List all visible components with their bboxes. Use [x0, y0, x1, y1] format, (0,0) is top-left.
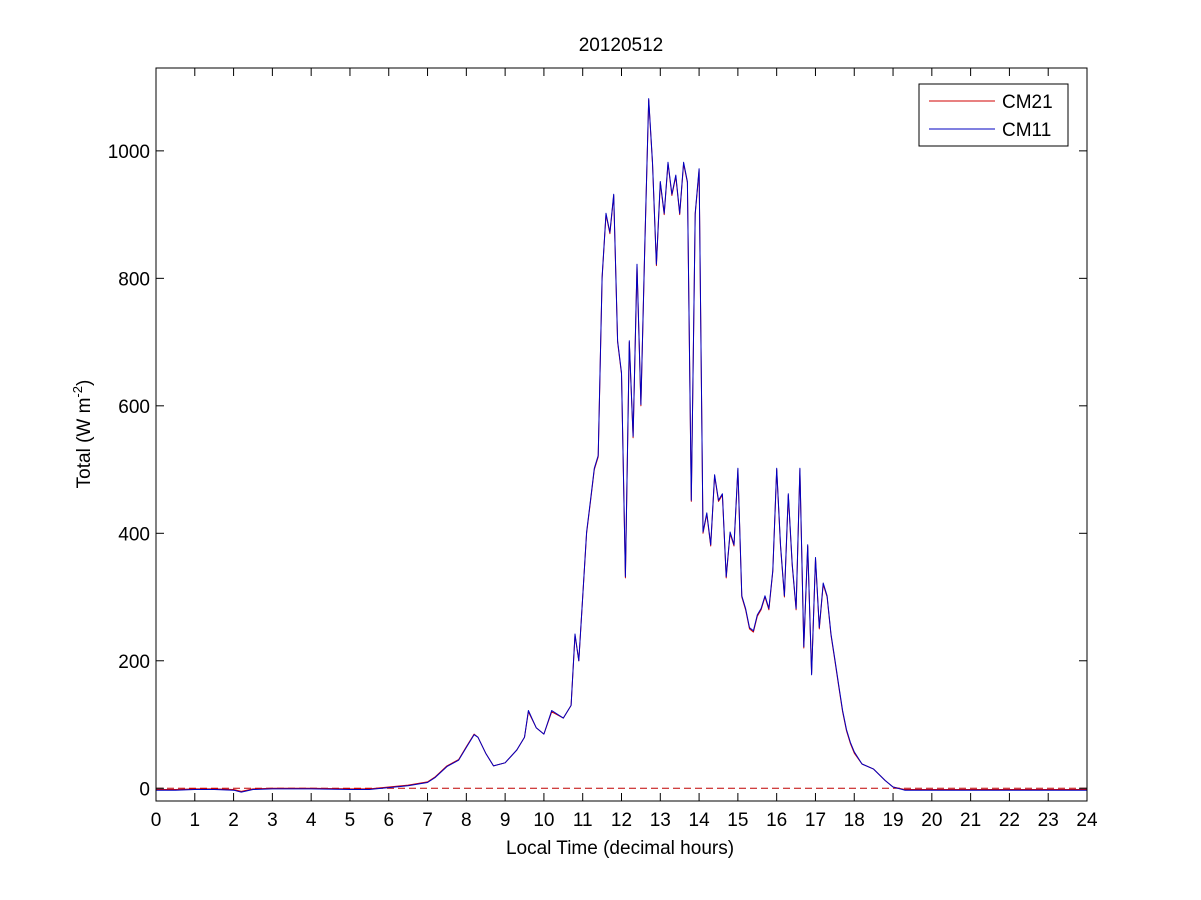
x-tick-label: 24 — [1076, 810, 1098, 831]
x-tick-label: 5 — [345, 810, 356, 831]
legend-box — [918, 83, 1069, 147]
y-axis-label: Total (W m-2) — [70, 380, 95, 489]
x-tick-label: 6 — [383, 810, 394, 831]
y-tick-label: 1000 — [108, 142, 150, 163]
y-axis-label-main: Total (W m — [74, 398, 95, 489]
x-tick-label: 19 — [882, 810, 903, 831]
plot-area — [156, 68, 1087, 801]
y-tick-label: 400 — [118, 524, 150, 545]
x-tick-label: 13 — [650, 810, 671, 831]
x-tick-label: 2 — [228, 810, 239, 831]
x-tick-label: 0 — [151, 810, 162, 831]
x-tick-label: 9 — [500, 810, 511, 831]
x-tick-label: 16 — [766, 810, 787, 831]
legend-label-cm11: CM11 — [1002, 120, 1051, 141]
x-tick-label: 22 — [999, 810, 1020, 831]
x-tick-label: 23 — [1038, 810, 1059, 831]
x-tick-label: 1 — [190, 810, 201, 831]
x-tick-label: 11 — [573, 810, 593, 831]
legend: CM21 CM11 — [918, 83, 1069, 147]
y-axis-label-superscript: -2 — [70, 386, 85, 398]
series-line-cm11 — [156, 98, 1087, 793]
x-tick-label: 15 — [727, 810, 748, 831]
x-axis-label: Local Time (decimal hours) — [506, 838, 734, 859]
y-axis-label-end: ) — [74, 380, 95, 386]
chart-title: 20120512 — [579, 35, 664, 56]
x-tick-label: 12 — [611, 810, 632, 831]
x-tick-label: 3 — [267, 810, 278, 831]
y-axis-ticks: 0 200 400 600 800 1000 — [108, 142, 1087, 800]
y-tick-label: 0 — [139, 779, 150, 800]
series-layer — [156, 98, 1087, 793]
x-tick-label: 20 — [921, 810, 942, 831]
x-axis-ticks: 0 1 2 3 4 5 6 7 8 9 10 11 12 13 14 15 16 17 18 19 20 21 22 23 24 — [151, 68, 1098, 831]
legend-label-cm21: CM21 — [1002, 92, 1053, 113]
x-tick-label: 14 — [689, 810, 711, 831]
x-tick-label: 18 — [844, 810, 865, 831]
y-tick-label: 200 — [118, 652, 150, 673]
y-tick-label: 600 — [118, 397, 150, 418]
y-tick-label: 800 — [118, 269, 150, 290]
x-tick-label: 7 — [422, 810, 433, 831]
x-tick-label: 4 — [306, 810, 317, 831]
x-tick-label: 10 — [533, 810, 554, 831]
x-tick-label: 8 — [461, 810, 472, 831]
x-tick-label: 21 — [960, 810, 981, 831]
x-tick-label: 17 — [805, 810, 826, 831]
